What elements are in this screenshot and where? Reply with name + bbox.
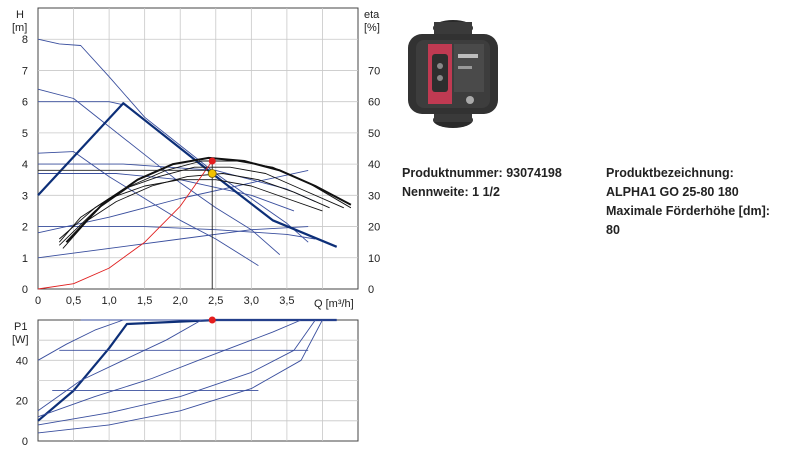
series-line-efficiency bbox=[59, 166, 344, 240]
h-tick-label: 6 bbox=[22, 97, 28, 109]
pump-label-line bbox=[458, 54, 478, 58]
series-line-pump bbox=[37, 151, 259, 266]
product-info-right: Produktbezeichnung: ALPHA1 GO 25-80 180 … bbox=[606, 164, 770, 240]
power-chart-grid bbox=[37, 319, 359, 442]
x-tick-label: 3,5 bbox=[279, 295, 294, 307]
h-tick-label: 8 bbox=[22, 34, 28, 46]
series-line-const-pressure bbox=[38, 226, 316, 240]
max-head-label: Maximale Förderhöhe [dm]: bbox=[606, 204, 770, 218]
x-tick-label: 1,5 bbox=[137, 295, 152, 307]
h-tick-label: 1 bbox=[22, 253, 28, 265]
power-point-marker bbox=[208, 316, 216, 324]
x-tick-label: 0 bbox=[35, 295, 41, 307]
duty-point-marker bbox=[208, 157, 216, 165]
eta-axis-unit: [%] bbox=[364, 22, 380, 34]
series-line-const-pressure bbox=[38, 101, 124, 106]
max-head-value: 80 bbox=[606, 223, 620, 237]
product-number-label: Produktnummer: bbox=[402, 166, 503, 180]
series-line-pump bbox=[37, 88, 281, 256]
pump-button-panel bbox=[432, 54, 448, 92]
x-tick-label: 1,0 bbox=[101, 295, 116, 307]
product-number-value: 93074198 bbox=[506, 166, 562, 180]
pump-button-icon bbox=[437, 63, 443, 69]
series-line-prop-pressure bbox=[37, 226, 309, 259]
series-line-pump bbox=[37, 38, 309, 243]
p1-tick-label: 0 bbox=[22, 436, 28, 448]
eta-tick-label: 70 bbox=[368, 65, 380, 77]
pump-top-pipe bbox=[434, 22, 472, 34]
p1-axis-title: P1 bbox=[14, 321, 27, 333]
pump-product-image bbox=[408, 20, 498, 128]
eta-tick-label: 0 bbox=[368, 284, 374, 296]
pump-led-icon bbox=[437, 75, 443, 81]
p1-tick-label: 20 bbox=[16, 396, 28, 408]
product-designation-value: ALPHA1 GO 25-80 180 bbox=[606, 185, 739, 199]
power-chart-ticks: 0 20 40 bbox=[16, 355, 28, 448]
plot-frame bbox=[37, 7, 359, 290]
head-chart-series bbox=[37, 38, 352, 290]
x-tick-label: 0,5 bbox=[66, 295, 81, 307]
product-info-left: Produktnummer: 93074198 Nennweite: 1 1/2 bbox=[402, 164, 562, 202]
nominal-size-label: Nennweite: bbox=[402, 185, 469, 199]
product-designation-label: Produktbezeichnung: bbox=[606, 166, 734, 180]
h-axis-unit: [m] bbox=[12, 22, 27, 34]
series-line-system bbox=[37, 160, 213, 290]
series-line-efficiency bbox=[65, 156, 352, 243]
h-tick-label: 7 bbox=[22, 65, 28, 77]
series-line-curve bbox=[37, 319, 323, 434]
q-axis-title: Q [m³/h] bbox=[314, 298, 354, 310]
eta-tick-label: 40 bbox=[368, 159, 380, 171]
nominal-size-row: Nennweite: 1 1/2 bbox=[402, 183, 562, 202]
eta-tick-label: 10 bbox=[368, 253, 380, 265]
eta-axis-title: eta bbox=[364, 9, 380, 21]
x-tick-label: 3,0 bbox=[244, 295, 259, 307]
head-chart-ticks: 0 0,5 1,0 1,5 2,0 2,5 3,0 3,5 0 1 2 3 4 5 6 7 8 0 10 20 30 40… bbox=[22, 34, 380, 307]
h-tick-label: 4 bbox=[22, 159, 28, 171]
pump-label-line-2 bbox=[458, 66, 472, 69]
nominal-size-value: 1 1/2 bbox=[472, 185, 500, 199]
series-line-efficiency bbox=[58, 179, 323, 243]
product-number-row: Produktnummer: 93074198 bbox=[402, 164, 562, 183]
p1-axis-unit: [W] bbox=[12, 334, 29, 346]
eta-tick-label: 60 bbox=[368, 97, 380, 109]
h-tick-label: 0 bbox=[22, 284, 28, 296]
h-tick-label: 2 bbox=[22, 222, 28, 234]
eta-tick-label: 50 bbox=[368, 128, 380, 140]
p1-tick-label: 40 bbox=[16, 355, 28, 367]
efficiency-point-marker bbox=[207, 169, 217, 178]
pump-logo-icon bbox=[466, 96, 474, 104]
series-line-autoadapt bbox=[37, 318, 337, 422]
h-tick-label: 5 bbox=[22, 128, 28, 140]
h-axis-title: H bbox=[16, 9, 24, 21]
eta-tick-label: 30 bbox=[368, 190, 380, 202]
series-line-curve bbox=[37, 319, 302, 418]
series-line-curve bbox=[37, 319, 316, 426]
series-line-efficiency bbox=[62, 173, 330, 249]
power-chart-series bbox=[37, 316, 337, 434]
head-chart-grid bbox=[37, 7, 359, 290]
x-tick-label: 2,5 bbox=[208, 295, 223, 307]
h-tick-label: 3 bbox=[22, 190, 28, 202]
eta-tick-label: 20 bbox=[368, 222, 380, 234]
x-tick-label: 2,0 bbox=[173, 295, 188, 307]
